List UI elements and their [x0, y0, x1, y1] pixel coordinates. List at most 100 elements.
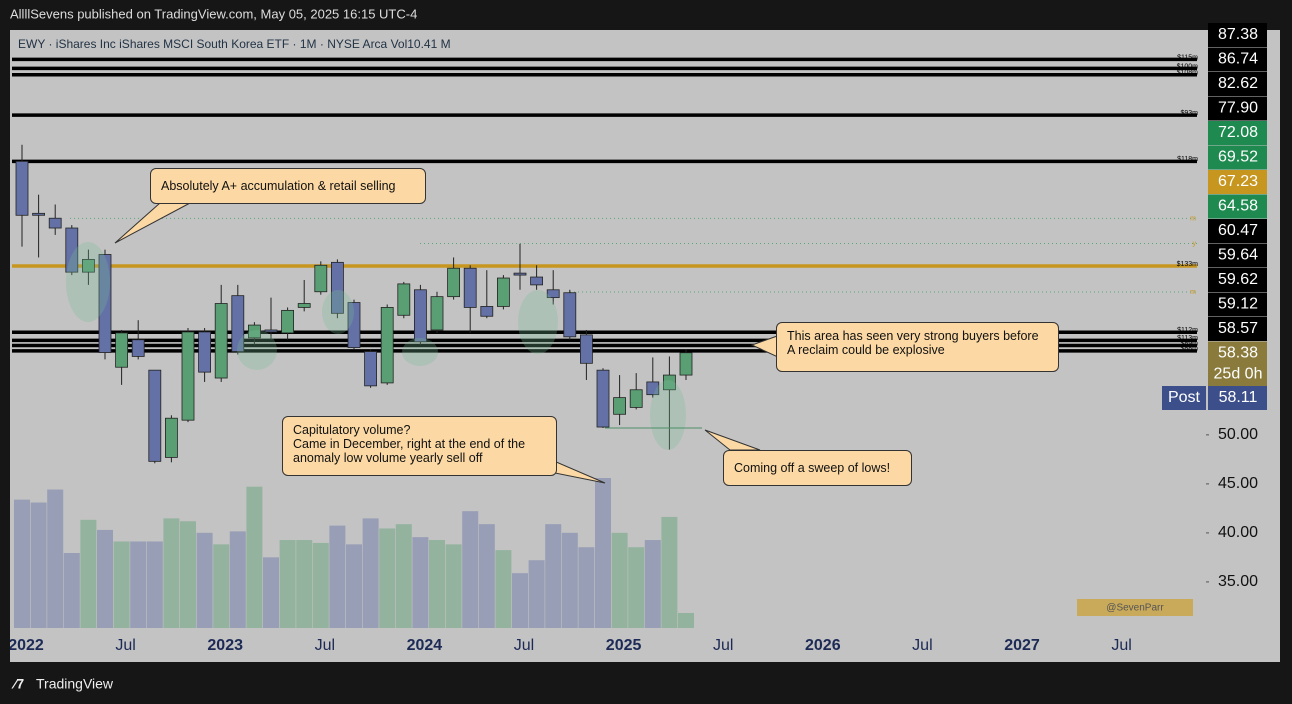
x-tick-label: 2024	[407, 637, 443, 654]
header: AllllSevens published on TradingView.com…	[10, 6, 417, 21]
volume-bar	[213, 544, 230, 628]
volume-bar	[495, 550, 512, 628]
price-label-bg	[1208, 317, 1267, 341]
x-tick-label: 2026	[805, 637, 841, 654]
candle-body	[679, 352, 693, 376]
annotation-line: A reclaim could be explosive	[787, 343, 945, 357]
volume-bar	[312, 542, 329, 628]
y-tick-label: 45.00	[1218, 475, 1258, 492]
x-tick-label: Jul	[115, 637, 135, 654]
price-label: 59.64	[1218, 247, 1258, 264]
candle-body	[231, 295, 245, 352]
level-label: $93m	[1180, 110, 1198, 117]
candle-body	[580, 334, 593, 364]
candle-body	[297, 303, 311, 308]
candle-body	[98, 254, 112, 353]
candle-body	[214, 303, 228, 379]
volume-bar	[14, 499, 30, 628]
x-tick-label: Jul	[912, 637, 932, 654]
price-label-bg	[1208, 292, 1267, 317]
candle-body	[15, 160, 29, 216]
price-label-bg	[1208, 386, 1267, 410]
price-label-bg	[1208, 145, 1267, 170]
volume-bar	[644, 540, 661, 628]
volume-bar	[595, 478, 611, 628]
volume-bar	[678, 612, 694, 628]
x-tick-label: Jul	[315, 637, 335, 654]
dotted-label: y	[1193, 240, 1197, 247]
volume-bar	[528, 560, 545, 628]
volume-bar	[661, 516, 678, 628]
volume-bar	[362, 518, 379, 628]
candle-body	[663, 374, 676, 391]
price-label: 59.62	[1218, 271, 1258, 288]
volume-bar	[512, 573, 528, 628]
x-tick-label: 2022	[8, 637, 44, 654]
volume-bar	[628, 547, 645, 628]
price-label: 58.57	[1218, 320, 1258, 337]
level-label: $133m	[1177, 261, 1199, 268]
candle-body	[115, 332, 128, 368]
highlights	[66, 242, 686, 450]
volume-bar	[146, 541, 163, 628]
volume-bar	[163, 518, 180, 628]
candle-body	[413, 289, 427, 343]
volume-bar	[478, 524, 495, 628]
candle-body	[347, 302, 361, 349]
x-tick-label: 2027	[1004, 637, 1040, 654]
volume-bar	[379, 528, 396, 628]
volume-bar	[412, 537, 429, 628]
candle-body	[463, 267, 477, 308]
volume-bar	[263, 557, 279, 628]
candle-body	[148, 369, 162, 462]
candle-body	[563, 292, 577, 338]
candle-body	[198, 331, 212, 373]
candle-body	[596, 369, 610, 428]
price-label: 59.12	[1218, 296, 1258, 313]
x-tick-label: 2025	[606, 637, 642, 654]
candle-body	[380, 307, 394, 384]
volume-bar	[229, 531, 246, 628]
volume-bar	[611, 532, 628, 628]
volume-bar	[296, 540, 313, 628]
x-tick-label: Jul	[514, 637, 534, 654]
price-label: 67.23	[1218, 173, 1258, 190]
candle-body	[530, 276, 543, 286]
price-label: 64.58	[1218, 198, 1258, 215]
annotation-line: Capitulatory volume?	[293, 423, 411, 437]
price-label: 86.74	[1218, 51, 1258, 68]
candle-body	[496, 277, 510, 307]
candle-body	[613, 397, 626, 415]
candle-body	[281, 309, 295, 334]
level-label: $115m	[1177, 54, 1198, 61]
price-label: 60.47	[1218, 222, 1258, 239]
footer-logo: ⁄7	[11, 676, 24, 692]
price-label-bg	[1208, 170, 1267, 194]
x-tick-label: Jul	[1111, 637, 1131, 654]
volume-bar	[395, 524, 412, 628]
candle-body	[629, 389, 643, 408]
candle-body	[48, 217, 62, 229]
volume-bar	[63, 553, 80, 628]
price-label-bg	[1208, 47, 1267, 72]
volume-bar	[130, 541, 147, 628]
post-label: Post	[1168, 389, 1201, 406]
candle-body	[546, 289, 560, 299]
price-label-bg	[1208, 219, 1267, 243]
legend: EWY · iShares Inc iShares MSCI South Kor…	[18, 37, 451, 51]
candle-body	[430, 296, 444, 331]
candle-body	[181, 331, 195, 421]
candle-body	[247, 324, 261, 339]
candle-body	[264, 329, 278, 333]
x-tick-label: Jul	[713, 637, 733, 654]
level-label: $108m	[1177, 70, 1199, 77]
level-label: $118m	[1177, 156, 1198, 163]
volume-bar	[246, 486, 263, 628]
volume-bar	[429, 540, 445, 628]
y-tick-label: 40.00	[1218, 524, 1258, 541]
level-label: $113m	[1177, 335, 1198, 342]
watermark: @SevenParr	[1106, 603, 1164, 614]
footer-bar	[0, 662, 1292, 704]
